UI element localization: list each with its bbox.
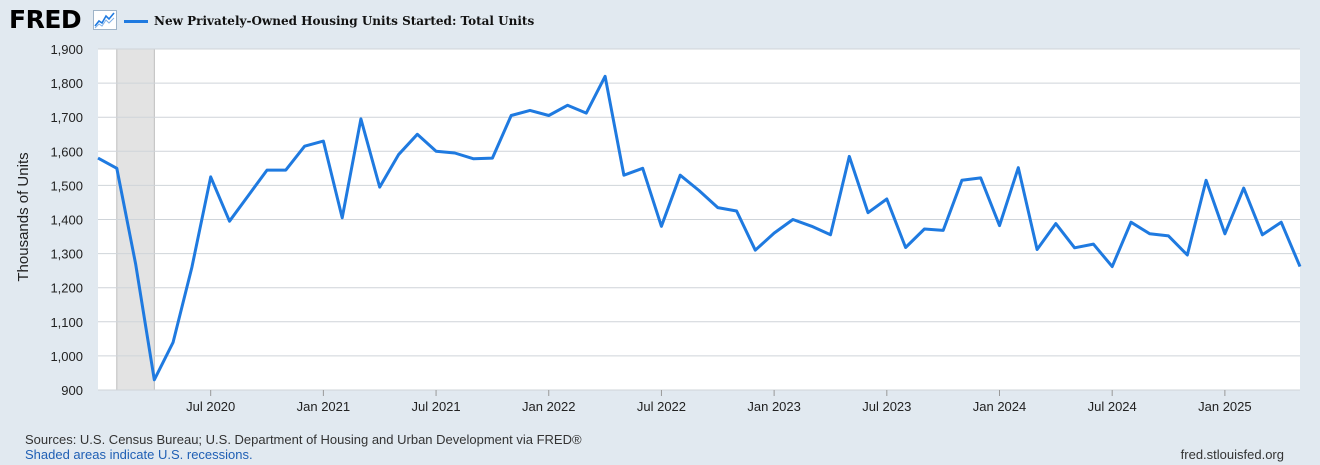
sources-note: Sources: U.S. Census Bureau; U.S. Depart… [25,432,582,447]
legend-label[interactable]: New Privately-Owned Housing Units Starte… [154,14,535,28]
x-tick-label: Jul 2023 [862,399,911,414]
y-tick-label: 1,100 [50,315,83,330]
y-tick-label: 1,300 [50,247,83,262]
x-tick-label: Jan 2023 [747,399,801,414]
x-tick-label: Jul 2020 [186,399,235,414]
x-tick-label: Jul 2021 [411,399,460,414]
y-tick-label: 1,700 [50,110,83,125]
x-tick-label: Jan 2025 [1198,399,1252,414]
y-tick-label: 1,500 [50,178,83,193]
x-axis-ticks: Jul 2020 Jan 2021 Jul 2021 Jan 2022 Jul 2022… [186,390,1252,414]
y-tick-label: 900 [61,383,83,398]
y-tick-label: 1,400 [50,213,83,228]
series-lines [97,74,1302,382]
x-tick-label: Jan 2021 [297,399,351,414]
y-tick-label: 1,600 [50,144,83,159]
series-line[interactable] [97,74,1302,382]
legend-swatch [124,20,148,23]
y-axis-ticks: 900 1,000 1,100 1,200 1,300 1,400 1,500 1,600 1,… [50,42,83,398]
x-tick-label: Jan 2022 [522,399,576,414]
x-tick-label: Jan 2024 [973,399,1027,414]
x-tick-label: Jul 2022 [637,399,686,414]
site-url[interactable]: fred.stlouisfed.org [1180,447,1284,462]
y-tick-label: 1,900 [50,42,83,57]
y-tick-label: 1,200 [50,281,83,296]
x-tick-label: Jul 2024 [1088,399,1137,414]
y-axis-label: Thousands of Units [15,152,32,281]
recession-note-link[interactable]: Shaded areas indicate U.S. recessions. [25,447,253,462]
fred-logo[interactable]: FRED [9,5,82,34]
y-tick-label: 1,000 [50,349,83,364]
y-tick-label: 1,800 [50,76,83,91]
chart-header: FRED New Privately-Owned Housing Units S… [0,0,1320,40]
gridlines [98,48,1300,391]
sparkline-chart-icon [93,10,117,30]
